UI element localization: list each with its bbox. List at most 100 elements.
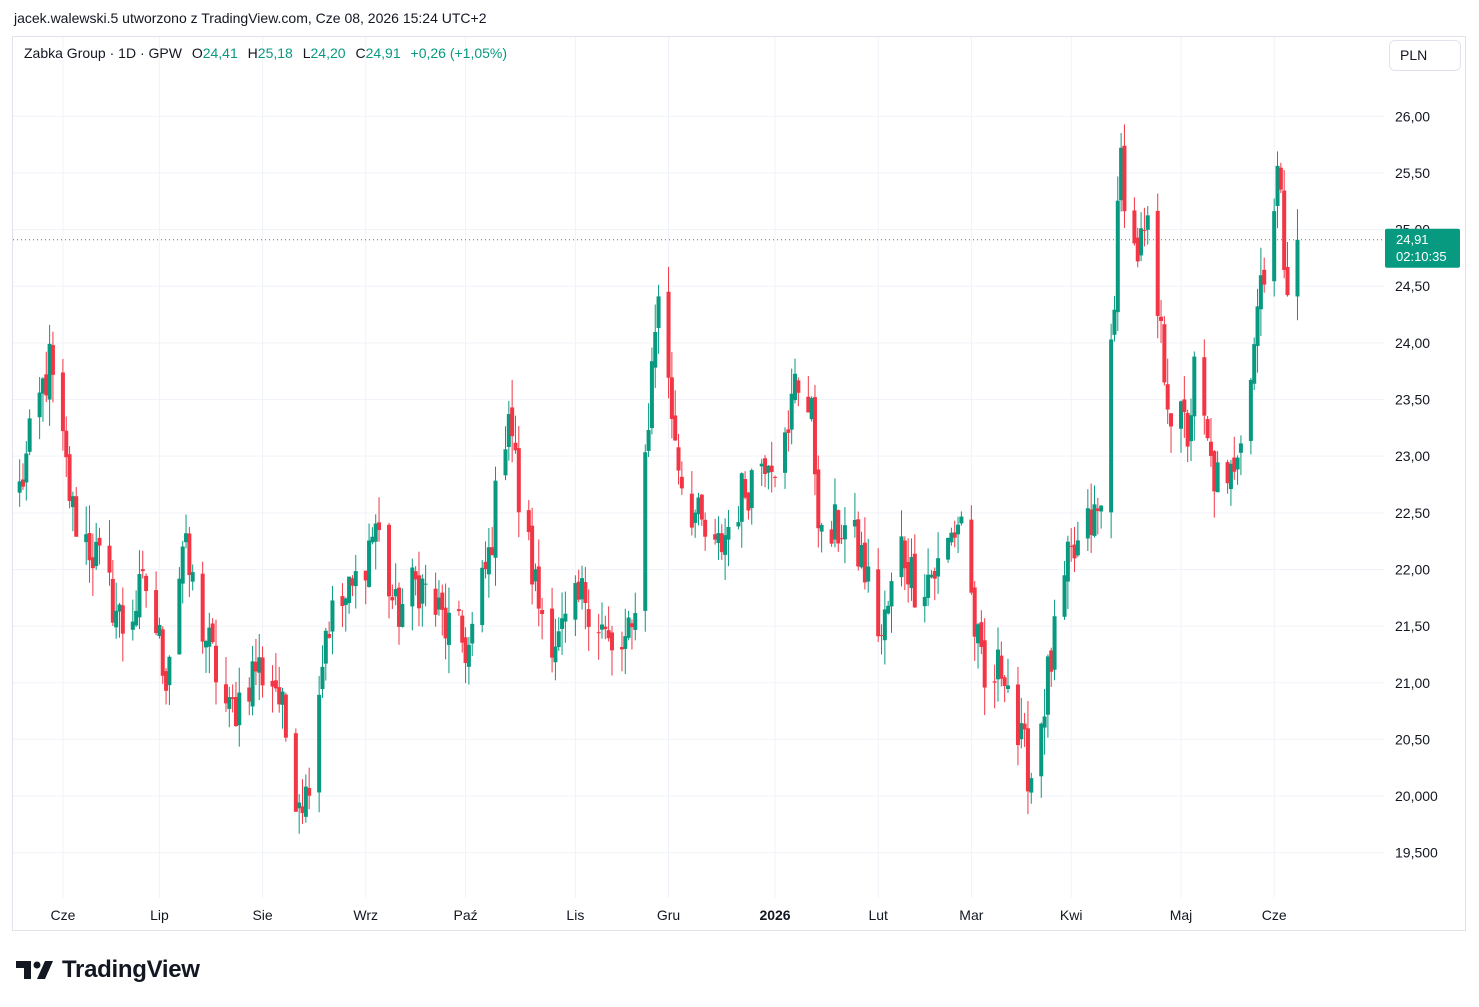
candle bbox=[899, 510, 904, 587]
candle-body bbox=[270, 680, 275, 687]
candle bbox=[260, 646, 265, 698]
candle bbox=[736, 506, 741, 530]
candle bbox=[154, 571, 159, 636]
price-tick-label: 22,50 bbox=[1395, 505, 1430, 521]
candle-body bbox=[1049, 650, 1054, 672]
candle bbox=[912, 534, 917, 608]
candle-body bbox=[1025, 728, 1030, 792]
candle-body bbox=[1162, 324, 1167, 383]
candle bbox=[1255, 288, 1260, 373]
candle-body bbox=[1089, 509, 1094, 536]
candle bbox=[819, 522, 824, 553]
candle bbox=[297, 794, 302, 834]
candle bbox=[992, 664, 997, 709]
candle-body bbox=[1179, 401, 1184, 429]
candle-body bbox=[70, 496, 75, 508]
candle bbox=[703, 512, 708, 551]
candle bbox=[859, 531, 864, 569]
candle bbox=[44, 351, 49, 403]
candle-body bbox=[1272, 211, 1277, 282]
candle-body bbox=[157, 624, 162, 637]
candle bbox=[1099, 504, 1104, 529]
candle bbox=[207, 612, 212, 674]
candle bbox=[649, 347, 654, 435]
candle-body bbox=[1192, 356, 1197, 417]
candle bbox=[952, 520, 957, 548]
candle bbox=[882, 590, 887, 665]
candle bbox=[283, 692, 288, 742]
candle-body bbox=[693, 512, 698, 523]
candle bbox=[676, 433, 681, 485]
candle bbox=[230, 684, 235, 713]
candle bbox=[470, 612, 475, 656]
candle bbox=[619, 631, 624, 672]
candle-body bbox=[130, 621, 135, 630]
candle-body bbox=[184, 533, 189, 543]
candle bbox=[886, 600, 891, 615]
time-tick-label: Sie bbox=[252, 907, 272, 923]
candle bbox=[560, 592, 565, 655]
candle-body bbox=[440, 592, 445, 610]
currency-button[interactable]: PLN bbox=[1389, 40, 1461, 71]
price-tick-label: 24,50 bbox=[1395, 278, 1430, 294]
candle-body bbox=[1185, 412, 1190, 447]
candle bbox=[1052, 599, 1057, 681]
candle-body bbox=[603, 626, 608, 630]
candle bbox=[20, 463, 25, 490]
candle bbox=[739, 472, 744, 548]
candle bbox=[420, 574, 425, 627]
candle-body bbox=[922, 596, 927, 607]
candle-body bbox=[1232, 457, 1237, 472]
candle bbox=[862, 517, 867, 590]
candle-body bbox=[297, 802, 302, 809]
candle-body bbox=[227, 697, 232, 709]
candle bbox=[1119, 133, 1124, 212]
candle bbox=[1005, 658, 1010, 694]
candle-body bbox=[716, 533, 721, 544]
candle-body bbox=[576, 581, 581, 600]
candle-body bbox=[1212, 451, 1217, 492]
candle-body bbox=[1182, 399, 1187, 413]
candle-body bbox=[969, 519, 974, 593]
candle bbox=[423, 564, 428, 607]
candle bbox=[506, 400, 511, 461]
candle bbox=[550, 587, 555, 673]
candle-body bbox=[423, 583, 428, 585]
candle bbox=[1179, 400, 1184, 453]
candle-body bbox=[1155, 210, 1160, 316]
candle bbox=[586, 589, 591, 651]
symbol-name[interactable]: Zabka Group · 1D · GPW bbox=[24, 45, 182, 61]
candle bbox=[330, 585, 335, 655]
price-tick-label: 26,00 bbox=[1395, 108, 1430, 124]
candle-body bbox=[483, 561, 488, 570]
time-tick-label: Wrz bbox=[353, 907, 378, 923]
candle bbox=[47, 324, 52, 426]
candle bbox=[553, 618, 558, 681]
candle-body bbox=[1142, 230, 1147, 232]
candle bbox=[137, 550, 142, 630]
candle-body bbox=[1039, 723, 1044, 777]
price-tick-label: 20,50 bbox=[1395, 731, 1430, 747]
candle bbox=[876, 548, 881, 643]
candle-body bbox=[676, 447, 681, 471]
candles bbox=[17, 124, 1300, 834]
candle-body bbox=[766, 465, 771, 473]
candle-body bbox=[599, 624, 604, 630]
candle bbox=[1132, 197, 1137, 246]
price-tick-label: 22,00 bbox=[1395, 561, 1430, 577]
candle-body bbox=[1085, 508, 1090, 539]
price-tick-label: 21,50 bbox=[1395, 618, 1430, 634]
candle-body bbox=[456, 609, 461, 611]
candle-body bbox=[816, 469, 821, 529]
candle-body bbox=[280, 691, 285, 705]
candle bbox=[596, 614, 601, 660]
candle-body bbox=[629, 623, 634, 628]
candle-body bbox=[293, 733, 298, 812]
candle bbox=[936, 532, 941, 594]
candle-body bbox=[320, 666, 325, 690]
candle-body bbox=[743, 479, 748, 498]
tradingview-brand[interactable]: TradingView bbox=[16, 955, 200, 985]
candle-body bbox=[1202, 357, 1207, 416]
candle bbox=[1112, 295, 1117, 342]
